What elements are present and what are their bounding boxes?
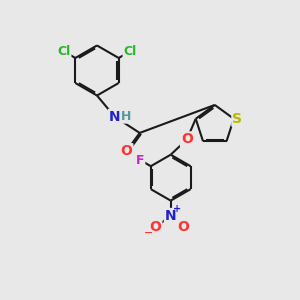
- Text: H: H: [121, 110, 131, 123]
- Text: +: +: [172, 204, 181, 214]
- Text: O: O: [149, 220, 161, 234]
- Text: O: O: [121, 144, 132, 158]
- Text: Cl: Cl: [57, 45, 70, 58]
- Text: N: N: [165, 209, 176, 223]
- Text: N: N: [109, 110, 121, 124]
- Text: Cl: Cl: [124, 45, 137, 58]
- Text: −: −: [144, 228, 154, 238]
- Text: O: O: [177, 220, 189, 234]
- Text: O: O: [181, 132, 193, 146]
- Text: F: F: [136, 154, 144, 166]
- Text: S: S: [232, 112, 242, 126]
